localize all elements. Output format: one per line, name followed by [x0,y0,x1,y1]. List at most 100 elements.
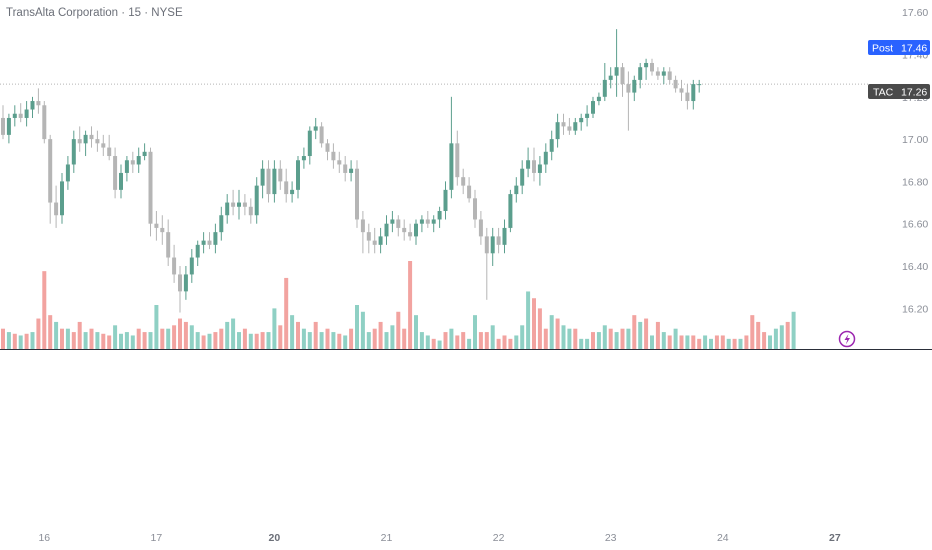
candle [284,168,289,203]
candlesticks [1,29,702,313]
candle-body [242,202,247,207]
volume-bar [166,328,171,349]
candle [119,164,123,199]
volume-bar [124,332,129,349]
candle [296,156,300,199]
volume-bar [18,335,23,349]
candle-body [502,227,507,245]
candle [301,147,306,169]
candle-body [1,117,5,135]
candle-body [77,139,82,144]
candle-body [691,84,696,102]
volume-bar [301,328,306,349]
candle [172,244,177,283]
candle-body [520,168,525,186]
volume-bar [514,335,519,349]
candle-body [585,113,590,118]
post-badge-value: 17.46 [901,43,927,55]
candle-body [313,126,318,131]
candle [455,130,460,186]
candle-body [661,71,666,76]
candle [620,62,625,97]
volume-bar [478,332,483,349]
x-tick-label: 23 [605,532,617,544]
candle [77,126,82,152]
candle [372,227,377,254]
candle-body [166,232,171,258]
volume-bar [136,328,141,349]
last-price-badge: TAC 17.26 [868,84,930,99]
volume-bar [567,328,572,349]
candle-body [697,84,702,86]
candle-body [549,139,554,152]
volume-bar [490,325,495,349]
candle-body [12,113,17,118]
candle-body [148,151,153,224]
candle-body [591,101,595,114]
candle [225,194,230,224]
candle [549,130,554,161]
volume-bar [195,332,200,349]
candle [614,29,619,97]
last-badge-label: TAC [873,87,894,99]
candle-body [673,79,678,89]
candle [537,156,542,186]
volume-bar [402,328,407,349]
candle [142,143,147,161]
candle-body [130,160,135,165]
volume-bar [532,298,536,349]
candle [650,58,654,76]
post-market-badge: Post 17.46 [868,40,930,55]
candle-body [231,202,236,207]
candle [183,265,188,300]
candle [673,75,678,93]
x-tick-label: 20 [269,532,281,544]
candle [166,219,171,266]
candle-body [119,172,123,190]
candle-body [237,202,241,207]
candle [496,227,501,254]
candle-body [101,143,106,148]
candle-body [136,156,141,165]
time-axis[interactable]: 16 17 20 21 22 23 24 27 [38,532,840,544]
volume-bar [750,315,755,349]
candle-body [331,151,336,161]
candle [266,160,271,203]
volume-bar [709,338,713,349]
volume-bar [714,335,719,349]
candle-body [561,122,566,127]
volume-bar [596,332,601,349]
candle [355,160,359,228]
volume-bar [260,332,265,349]
candle-body [455,143,460,178]
candle-body [425,219,430,224]
candle [343,156,348,182]
volume-bar [756,321,761,349]
lightning-icon[interactable] [838,330,856,348]
candle [691,79,696,110]
volume-bar [744,335,749,349]
volume-bar [183,321,188,349]
candle-body [449,143,454,190]
candle-body [490,236,495,254]
candle [378,227,383,254]
candle [626,71,631,131]
candle-body [325,143,330,152]
candle-body [372,240,377,245]
candle-body [419,219,424,224]
volume-bar [219,328,224,349]
candle [160,215,165,245]
candle-body [478,219,483,237]
candle-body [414,223,418,237]
candle-body [532,160,536,173]
candle [526,147,531,178]
volume-bar [626,328,631,349]
candle [89,126,94,148]
candle-body [213,232,218,245]
candle-body [638,67,643,80]
candle [124,156,129,182]
candle [154,211,159,241]
candle [638,62,643,89]
y-tick-label: 17.60 [902,7,928,19]
